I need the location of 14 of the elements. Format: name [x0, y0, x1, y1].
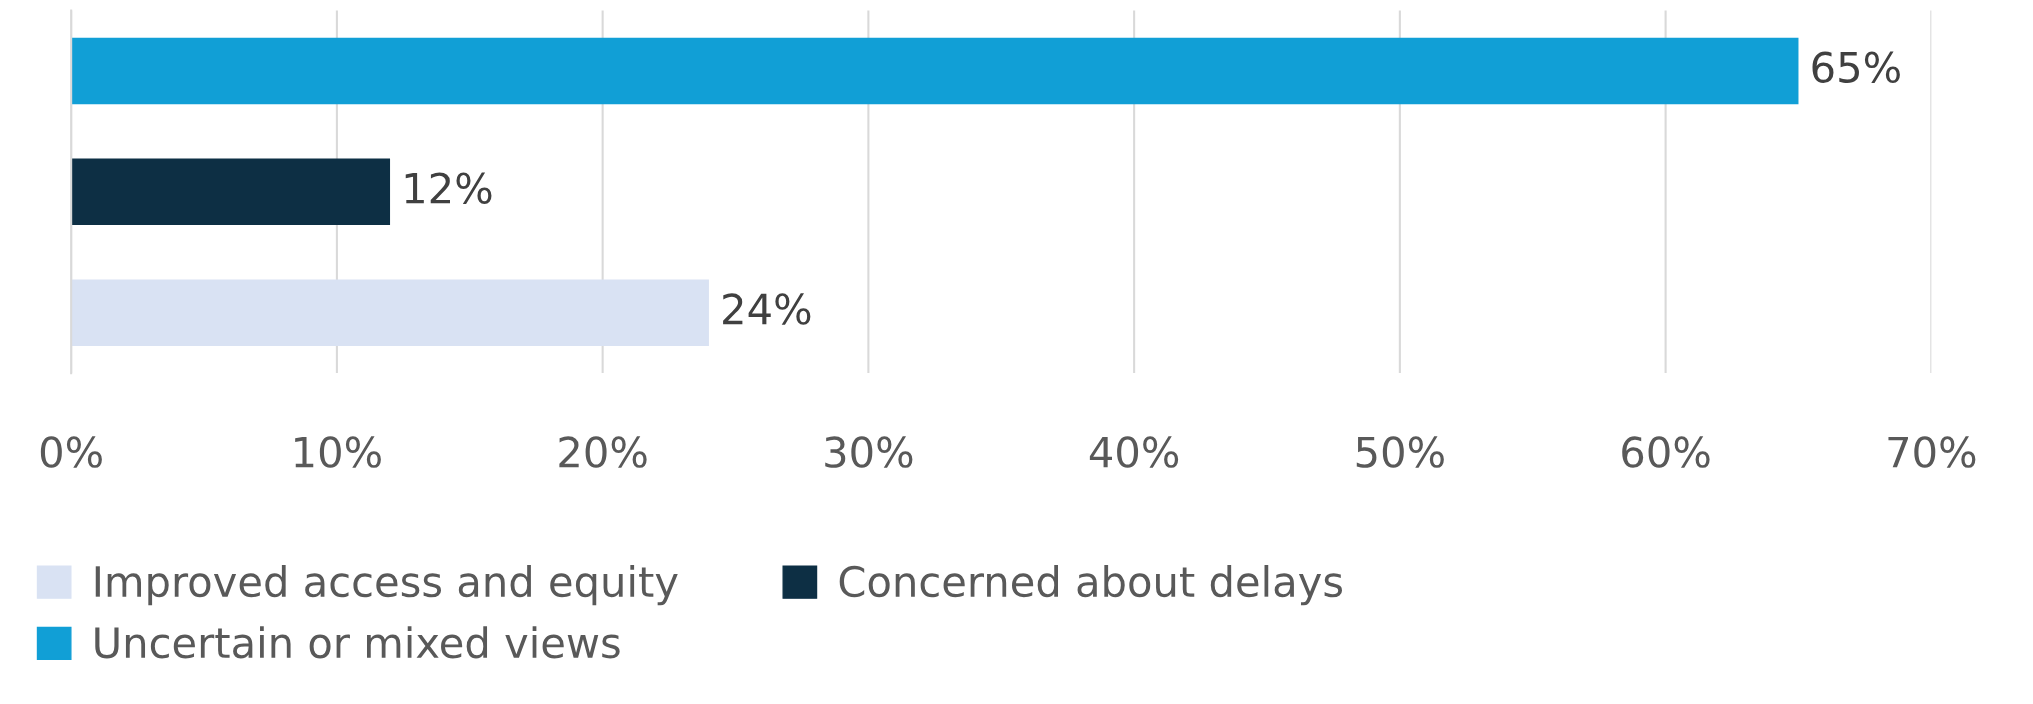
x-tick-label: 60% — [1622, 436, 1710, 468]
data-label: 12% — [405, 172, 492, 204]
x-tick-label: 30% — [825, 436, 913, 468]
data-label: 65% — [1812, 51, 1900, 84]
legend-label: Concerned about delays — [839, 565, 1343, 606]
legend-label: Uncertain or mixed views — [95, 626, 620, 659]
data-label: 24% — [723, 293, 811, 325]
x-tick-label: 50% — [1356, 436, 1444, 468]
x-tick-label: 0% — [40, 436, 102, 468]
legend-label: Improved access and equity — [95, 565, 678, 606]
x-tick-label: 20% — [559, 436, 647, 468]
x-tick-label: 40% — [1089, 436, 1179, 468]
x-tick-label: 70% — [1888, 436, 1976, 468]
x-tick-label: 10% — [295, 436, 381, 468]
